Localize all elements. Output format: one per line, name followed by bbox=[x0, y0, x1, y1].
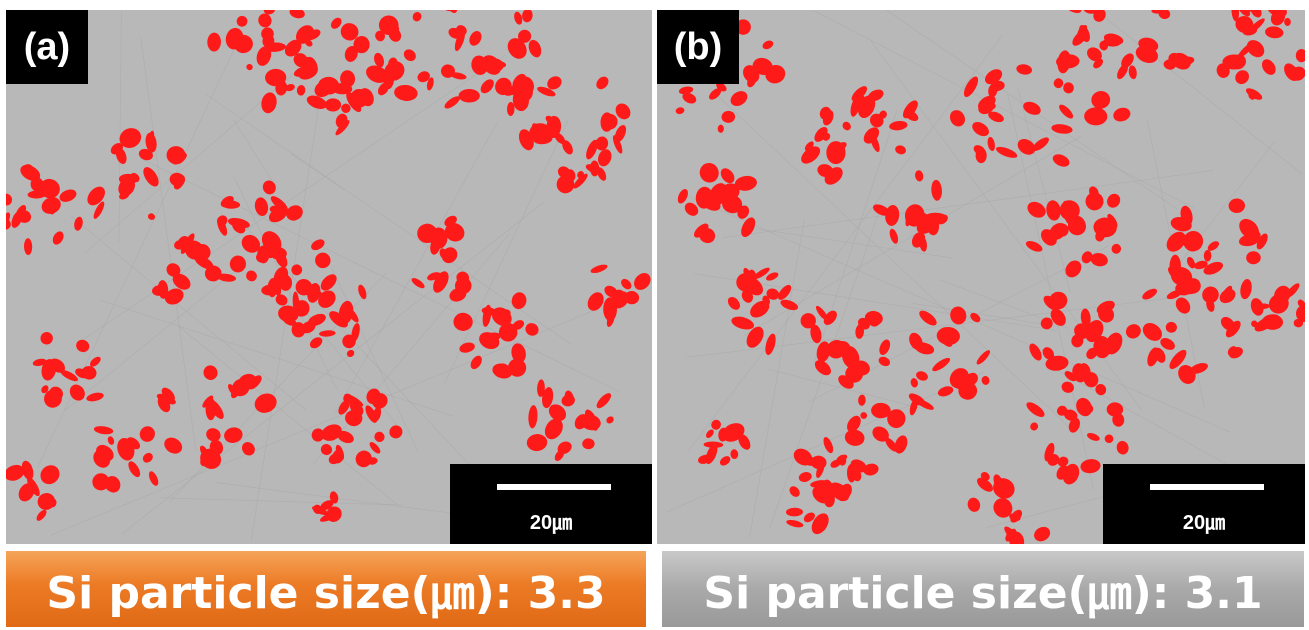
si-particle bbox=[826, 141, 845, 164]
micrograph-a: (a) 20㎛ bbox=[6, 10, 652, 544]
micrograph-b: (b) 20㎛ bbox=[657, 10, 1305, 544]
scale-bar-a: 20㎛ bbox=[450, 464, 652, 544]
scale-bar-line-a bbox=[497, 484, 611, 490]
caption-a: Si particle size(㎛): 3.3 bbox=[6, 551, 646, 627]
panel-label-a: (a) bbox=[6, 10, 88, 84]
scale-bar-text-a: 20㎛ bbox=[450, 506, 652, 535]
caption-b: Si particle size(㎛): 3.1 bbox=[662, 551, 1304, 627]
si-particle bbox=[459, 89, 480, 103]
scale-bar-text-b: 20㎛ bbox=[1103, 506, 1305, 535]
panel-label-b: (b) bbox=[657, 10, 739, 84]
scale-bar-b: 20㎛ bbox=[1103, 464, 1305, 544]
scale-bar-line-b bbox=[1150, 484, 1264, 490]
